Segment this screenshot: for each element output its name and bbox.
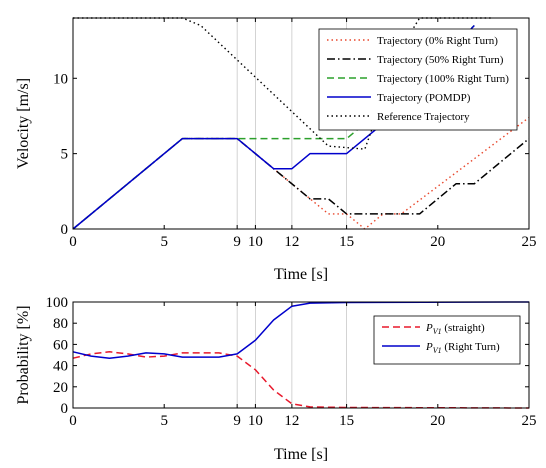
- top-x-tick-label-5: 5: [160, 234, 168, 250]
- bot-x-tick-label-0: 0: [69, 413, 77, 429]
- bot-x-tick-label-25: 25: [522, 413, 537, 429]
- bot-legend-label-1: PV1 (Right Turn): [425, 341, 500, 355]
- top-x-tick-label-25: 25: [522, 234, 537, 250]
- bot-x-tick-label-20: 20: [430, 413, 445, 429]
- top-x-tick-label-15: 15: [339, 234, 354, 250]
- top-series-line-1: [72, 137, 530, 230]
- top-x-tick-label-0: 0: [69, 234, 77, 250]
- bot-y-tick-label-80: 80: [53, 316, 68, 332]
- top-legend-label-0: Trajectory (0% Right Turn): [377, 35, 498, 47]
- probability-gridlines: [236, 302, 348, 408]
- top-x-tick-label-9: 9: [233, 234, 241, 250]
- bot-series-line-0: [72, 351, 530, 409]
- probability-x-axis-label: Time [s]: [274, 446, 328, 463]
- bot-y-tick-label-60: 60: [53, 337, 68, 353]
- bot-x-tick-label-5: 5: [160, 413, 168, 429]
- top-y-tick-label-0: 0: [61, 222, 69, 238]
- top-legend-label-2: Trajectory (100% Right Turn): [377, 73, 509, 85]
- bot-legend-label-0: PV1 (straight): [425, 322, 485, 336]
- probability-chart: 0 5 9 10 12 15 20 25 0 20 40 60 80 100 Time [s] Proba…: [15, 295, 537, 463]
- bot-legend-box: [373, 315, 521, 365]
- top-x-tick-label-20: 20: [430, 234, 445, 250]
- top-legend-box: [318, 28, 518, 131]
- top-series-line-0: [72, 116, 530, 230]
- velocity-series: [72, 17, 530, 230]
- probability-plot-frame: [72, 301, 530, 409]
- top-legend-label-3: Trajectory (POMDP): [377, 92, 471, 104]
- velocity-plot-frame: [72, 17, 530, 230]
- probability-y-axis-label: Probability [%]: [15, 305, 32, 404]
- velocity-legend: Trajectory (0% Right Turn) Trajectory (50…: [318, 28, 518, 131]
- bot-x-tick-label-15: 15: [339, 413, 354, 429]
- bot-x-tick-label-12: 12: [284, 413, 299, 429]
- velocity-y-axis-label: Velocity [m/s]: [15, 78, 32, 169]
- top-legend-label-1: Trajectory (50% Right Turn): [377, 54, 504, 66]
- velocity-x-axis-label: Time [s]: [274, 266, 328, 283]
- probability-legend: PV1 (straight) PV1 (Right Turn): [373, 315, 521, 365]
- top-y-tick-label-10: 10: [53, 71, 68, 87]
- top-series-line-4: [73, 17, 493, 150]
- top-x-tick-label-12: 12: [284, 234, 299, 250]
- velocity-ticks: 0 5 9 10 12 15 20 25 0 5 10: [53, 18, 537, 250]
- bot-series-line-1: [72, 301, 530, 359]
- bot-x-tick-label-9: 9: [233, 413, 241, 429]
- velocity-chart: 0 5 9 10 12 15 20 25 0 5 10 Time [s] Velocity [m/s…: [15, 17, 537, 283]
- bot-x-tick-label-10: 10: [248, 413, 263, 429]
- bot-y-tick-label-20: 20: [53, 380, 68, 396]
- top-series-line-3: [72, 24, 475, 230]
- probability-ticks: 0 5 9 10 12 15 20 25 0 20 40 60 80 100: [46, 295, 537, 429]
- probability-series: [72, 301, 530, 409]
- bot-y-tick-label-100: 100: [46, 295, 69, 311]
- top-y-tick-label-5: 5: [61, 147, 69, 163]
- top-legend-label-4: Reference Trajectory: [377, 111, 470, 123]
- bot-y-tick-label-40: 40: [53, 359, 68, 375]
- top-x-tick-label-10: 10: [248, 234, 263, 250]
- bot-y-tick-label-0: 0: [61, 401, 69, 417]
